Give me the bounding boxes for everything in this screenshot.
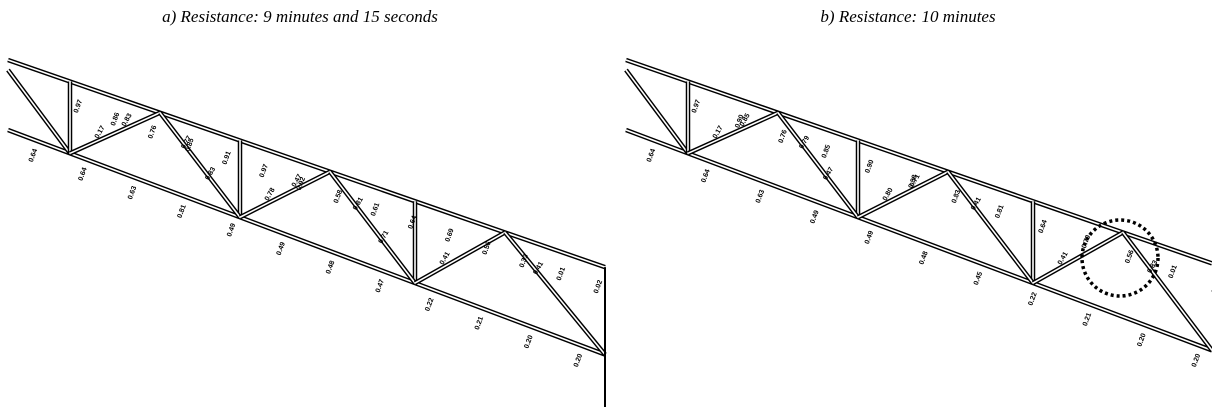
utilization-label: 0.49: [226, 222, 237, 237]
utilization-label: 0.47: [822, 166, 835, 181]
utilization-label: 0.20: [1191, 353, 1202, 368]
utilization-label: 0.48: [918, 250, 929, 265]
utilization-label: 0.90: [864, 159, 875, 174]
utilization-label: 0.81: [177, 204, 188, 219]
utilization-label: 0.58: [333, 189, 344, 204]
utilization-label: 0.21: [474, 316, 485, 331]
utilization-label: 0.01: [556, 266, 567, 281]
utilization-label: 0.49: [864, 230, 875, 245]
utilization-label: 0.63: [755, 189, 766, 204]
utilization-label: 0.56: [1124, 249, 1135, 264]
utilization-label: 0.79: [798, 135, 811, 150]
utilization-label: 0.91: [222, 150, 233, 165]
utilization-label: 0.21: [1082, 312, 1093, 327]
utilization-label: 0.64: [646, 148, 657, 163]
utilization-label: 0.64: [1038, 219, 1049, 234]
utilization-label: 0.63: [127, 185, 138, 200]
utilization-label: 0.64: [78, 167, 89, 182]
utilization-label: 0.83: [204, 166, 217, 181]
truss-member-inner: [688, 113, 778, 154]
utilization-label: 0.22: [424, 297, 435, 312]
utilization-label: 0.02: [593, 279, 604, 294]
utilization-label: 0.45: [973, 271, 984, 286]
utilization-label: 0.49: [809, 209, 820, 224]
utilization-label: 0.64: [700, 168, 711, 183]
utilization-label: 0.01: [1168, 264, 1179, 279]
utilization-label: 0.76: [778, 129, 789, 144]
utilization-label: 0.71: [378, 230, 391, 245]
utilization-label: 0.81: [994, 204, 1005, 219]
utilization-label: 0.97: [73, 99, 84, 114]
caption: a) Resistance: 9 minutes and 15 seconds: [162, 7, 438, 26]
truss-member-inner: [240, 172, 330, 217]
utilization-label: 0.69: [444, 228, 455, 243]
utilization-label: 0.83: [951, 189, 962, 204]
utilization-label: 0.76: [147, 125, 158, 140]
caption: b) Resistance: 10 minutes: [820, 7, 996, 26]
utilization-label: 0.64: [28, 148, 39, 163]
utilization-label: 0.61: [370, 202, 381, 217]
utilization-label: 0.49: [276, 241, 287, 256]
truss-member-inner: [1033, 232, 1123, 283]
utilization-label: 0.41: [970, 196, 983, 211]
utilization-label: 0.81: [352, 196, 365, 211]
figure: a) Resistance: 9 minutes and 15 seconds …: [0, 0, 1212, 407]
utilization-label: 0.20: [523, 334, 534, 349]
utilization-label: 0.20: [1136, 332, 1147, 347]
utilization-label: 0.22: [1027, 291, 1038, 306]
utilization-label: 0.85: [821, 144, 832, 159]
truss-member-inner: [415, 232, 505, 283]
utilization-label: 0.41: [532, 261, 545, 276]
utilization-label: 0.97: [259, 163, 270, 178]
utilization-label: 0.48: [325, 260, 336, 275]
utilization-label: 0.47: [375, 278, 386, 293]
utilization-label: 0.97: [691, 99, 702, 114]
utilization-label: 0.70: [1081, 234, 1092, 249]
truss-member-inner: [858, 172, 948, 217]
utilization-label: 0.20: [573, 353, 584, 368]
page: {"panels": [ {"caption": "a) Resistance:…: [0, 0, 1212, 407]
